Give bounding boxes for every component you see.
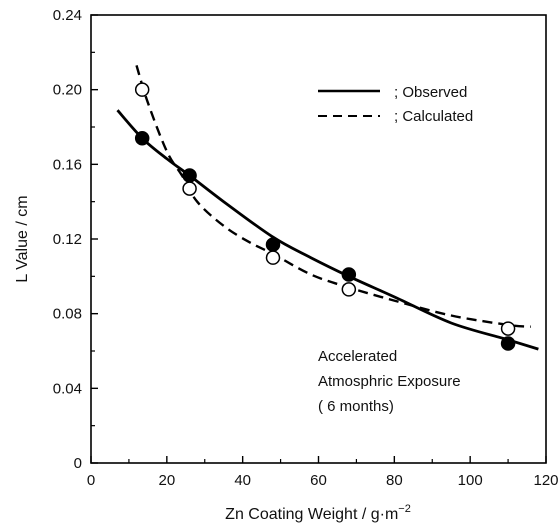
y-tick-label: 0.12: [53, 231, 82, 248]
observed-point: [341, 267, 357, 282]
x-axis-label-superscript: −2: [398, 503, 411, 515]
calculated-point: [265, 250, 281, 265]
annotation: Accelerated Atmosphric Exposure ( 6 mont…: [318, 348, 461, 415]
y-tick-label: 0.16: [53, 156, 82, 173]
y-tick-label: 0.04: [53, 380, 82, 397]
calculated-point: [134, 82, 150, 97]
y-axis: 0 0.04 0.08 0.12 0.16 0.20 0.24: [53, 7, 98, 472]
legend-calculated-label: ; Calculated: [394, 108, 473, 125]
observed-point: [265, 237, 281, 252]
legend-observed-label: ; Observed: [394, 84, 467, 101]
series-curves: [116, 65, 539, 351]
legend: ; Observed ; Calculated: [318, 84, 473, 125]
series-points: [134, 82, 516, 351]
x-axis: 0 20 40 60 80 100 120: [87, 456, 559, 489]
x-tick-label: 100: [458, 472, 483, 489]
calculated-point: [182, 181, 197, 196]
calculated-point: [341, 282, 357, 297]
y-tick-label: 0.24: [53, 7, 82, 24]
observed-point: [134, 130, 150, 146]
y-tick-label: 0.20: [53, 82, 82, 99]
calculated-point: [500, 321, 516, 336]
plot-frame: [90, 14, 547, 464]
x-tick-label: 40: [234, 472, 251, 489]
x-axis-label-main: Zn Coating Weight / g·m: [225, 506, 398, 523]
y-tick-label: 0: [74, 455, 82, 472]
x-axis-label: Zn Coating Weight / g·m−2: [225, 503, 411, 523]
annotation-line-1: Accelerated: [318, 348, 397, 365]
annotation-line-3: ( 6 months): [318, 398, 394, 415]
calculated-curve: [135, 65, 531, 328]
x-tick-label: 20: [158, 472, 175, 489]
y-tick-label: 0.08: [53, 306, 82, 323]
observed-point: [500, 336, 516, 351]
observed-curve: [116, 109, 539, 351]
x-tick-label: 80: [386, 472, 403, 489]
y-axis-label: L Value / cm: [14, 195, 31, 282]
annotation-line-2: Atmosphric Exposure: [318, 373, 461, 390]
x-tick-label: 0: [87, 472, 95, 489]
x-tick-label: 60: [310, 472, 327, 489]
x-tick-label: 120: [533, 472, 558, 489]
observed-point: [182, 168, 197, 183]
